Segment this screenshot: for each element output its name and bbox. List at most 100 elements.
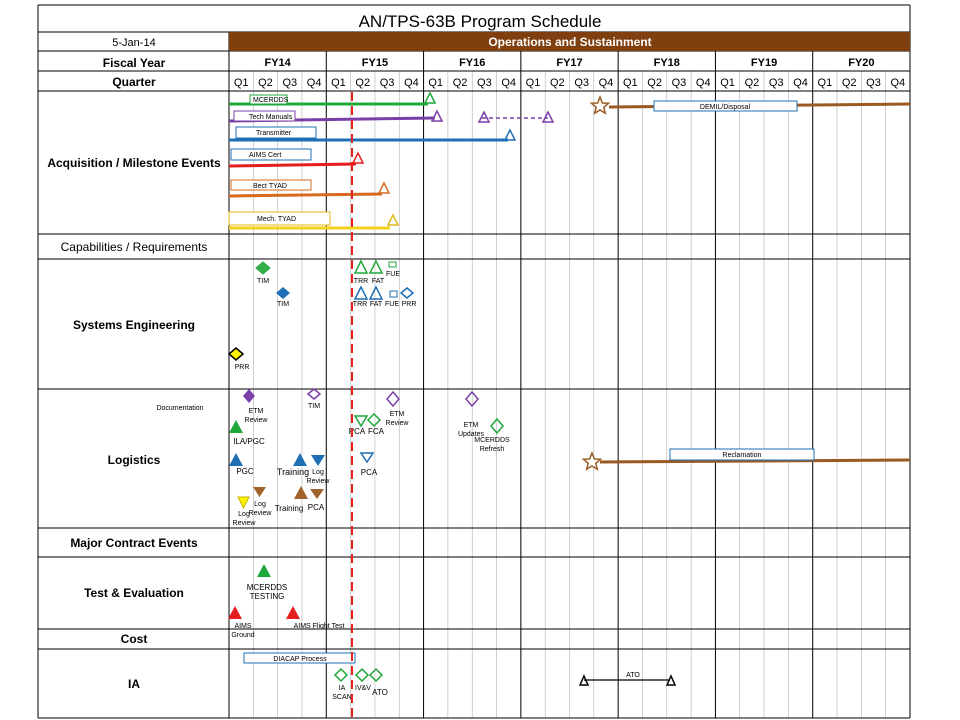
row-label-test-evaluation: Test & Evaluation <box>84 586 184 600</box>
ia-scan-label: IA SCAN <box>332 685 351 701</box>
mcerdds-bar-label: MCERDDS <box>253 97 289 104</box>
fiscal-year-label: FY17 <box>556 57 582 69</box>
star-icon <box>589 94 611 115</box>
quarter-label: Q2 <box>258 77 273 89</box>
fiscal-year-label: FY20 <box>848 57 874 69</box>
diamond-icon <box>490 417 504 435</box>
log-documentation-label: Documentation <box>156 405 203 412</box>
se-fat-label-2: FAT <box>370 301 383 308</box>
quarter-label: Q1 <box>623 77 638 89</box>
milestone-triangle-icon <box>423 91 437 104</box>
milestone-square-icon <box>389 290 398 298</box>
milestone-triangle-icon <box>294 486 308 499</box>
milestone-triangle-icon <box>477 110 491 123</box>
diamond-icon <box>306 388 322 400</box>
quarter-label: Q3 <box>769 77 784 89</box>
row-label-systems-engineering: Systems Engineering <box>73 318 195 332</box>
row-label-cost: Cost <box>121 632 148 646</box>
milestone-triangle-icon <box>578 674 590 686</box>
se-fue-label-2: FUE <box>385 301 399 308</box>
mech-tyad-bar-label: Mech. TYAD <box>257 216 296 223</box>
log-mcerdds-refresh-label: MCERDDS Refresh <box>474 437 510 453</box>
diamond-icon <box>465 390 479 408</box>
diamond-icon <box>227 347 245 361</box>
quarter-label: Q2 <box>550 77 565 89</box>
se-milestones: TIM TIM PRR TRR FAT FUE TRR FAT FUE PRR <box>227 259 416 371</box>
fiscal-year-label: FY18 <box>654 57 680 69</box>
se-fat-label-1: FAT <box>372 278 385 285</box>
milestone-triangle-icon <box>311 455 325 466</box>
ia-ivv-label: IV&V <box>355 685 371 692</box>
fiscal-year-labels: FY14 FY15 FY16 FY17 FY18 FY19 FY20 <box>264 57 874 69</box>
se-tim-label-2: TIM <box>277 301 289 308</box>
quarter-label: Q4 <box>599 77 614 89</box>
schedule-title: AN/TPS-63B Program Schedule <box>359 12 602 31</box>
quarter-label: Q1 <box>234 77 249 89</box>
phase-banner <box>229 32 910 51</box>
log-log-review-label-3: Log Review <box>233 511 257 527</box>
milestone-square-icon <box>388 261 397 268</box>
log-training-label-1: Training <box>277 467 309 477</box>
ato-span: ATO <box>578 672 677 686</box>
milestone-triangle-icon <box>229 420 243 433</box>
milestone-triangle-icon <box>665 674 677 686</box>
log-pca-label-2: PCA <box>361 468 378 477</box>
quarter-label: Q1 <box>331 77 346 89</box>
milestone-triangle-icon <box>228 606 242 619</box>
log-etm-review-label-1: ETM Review <box>245 408 269 424</box>
log-pgc-label: PGC <box>236 467 254 476</box>
quarter-label: Q4 <box>696 77 711 89</box>
diamond-icon <box>243 389 255 403</box>
status-date: 5-Jan-14 <box>112 37 155 49</box>
quarter-label: Q1 <box>818 77 833 89</box>
log-pca-label-3: PCA <box>308 503 325 512</box>
milestone-triangle-icon <box>310 489 324 499</box>
diacap-bar-label: DIACAP Process <box>273 656 327 663</box>
quarter-label: Q4 <box>404 77 419 89</box>
quarter-label: Q3 <box>477 77 492 89</box>
se-trr-label-2: TRR <box>353 301 367 308</box>
diamond-icon <box>354 667 370 683</box>
milestone-triangle-icon <box>253 487 266 497</box>
te-aims-ground-label: AIMS Ground <box>231 623 254 639</box>
log-tim-label: TIM <box>308 403 320 410</box>
log-training-label-2: Training <box>275 504 304 513</box>
se-trr-label-1: TRR <box>354 278 368 285</box>
ia-ato-label: ATO <box>372 688 388 697</box>
diamond-icon <box>399 287 415 299</box>
te-milestones: MCERDDS TESTING AIMS Ground AIMS Flight Te… <box>228 564 344 639</box>
demil-disposal-bar-label: DEMIL/Disposal <box>700 104 751 111</box>
quarter-label: Q4 <box>793 77 808 89</box>
quarter-label: Q4 <box>501 77 516 89</box>
quarter-label: Q1 <box>428 77 443 89</box>
milestone-triangle-icon <box>286 606 300 619</box>
se-fue-label-1: FUE <box>386 271 400 278</box>
milestone-triangle-icon <box>359 452 375 464</box>
phase-banner-label: Operations and Sustainment <box>488 35 651 49</box>
diamond-icon <box>386 390 400 408</box>
quarter-label: Q4 <box>890 77 905 89</box>
quarter-label: Q2 <box>453 77 468 89</box>
quarter-label: Q2 <box>842 77 857 89</box>
quarter-label: Q2 <box>647 77 662 89</box>
logistics-milestones: Documentation ETM Review TIM ETM Review ET… <box>156 388 510 527</box>
milestone-triangle-icon <box>353 415 369 428</box>
milestone-triangle-icon <box>368 259 384 274</box>
reclamation-bar-label: Reclamation <box>723 452 762 459</box>
row-label-capabilities: Capabilities / Requirements <box>61 240 208 254</box>
log-pca-label-1: PCA <box>349 427 366 436</box>
quarter-label: Q1 <box>720 77 735 89</box>
milestone-triangle-icon <box>503 128 517 141</box>
log-ila-pgc-label: ILA/PGC <box>233 437 265 446</box>
se-tim-label-1: TIM <box>257 278 269 285</box>
log-log-review-label-1: Log Review <box>307 469 331 485</box>
te-aims-flight-label: AIMS Flight Test <box>294 623 345 630</box>
milestone-triangle-icon <box>237 496 250 510</box>
se-prr-label: PRR <box>235 364 250 371</box>
quarter-label: Q3 <box>380 77 395 89</box>
milestone-triangle-icon <box>386 213 400 226</box>
transmitter-bar: Transmitter <box>229 126 517 142</box>
quarter-label: Q3 <box>282 77 297 89</box>
row-label-ia: IA <box>128 677 140 691</box>
